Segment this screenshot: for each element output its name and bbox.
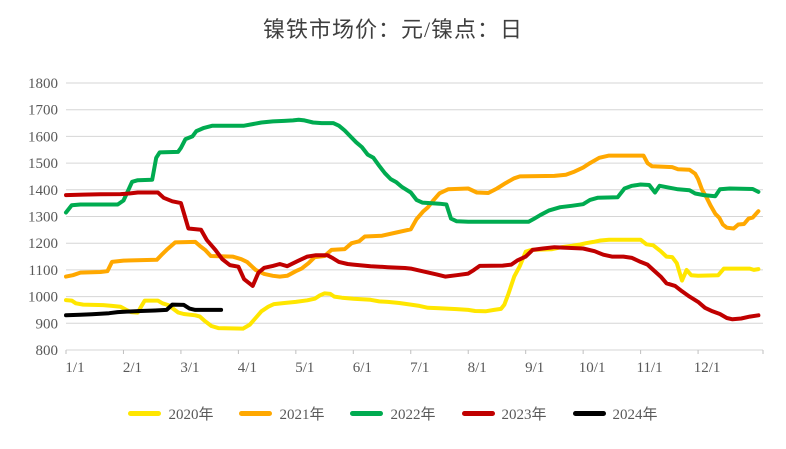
legend-label-2022: 2022年 xyxy=(390,407,436,423)
legend-item-2021: 2021年 xyxy=(239,403,324,424)
x-axis-label-7/1: 7/1 xyxy=(410,360,429,376)
x-axis-label-10/1: 10/1 xyxy=(579,360,606,376)
legend-item-2022: 2022年 xyxy=(350,403,436,424)
series-line-2022年 xyxy=(64,117,761,224)
x-axis-label-9/1: 9/1 xyxy=(525,360,544,376)
y-axis-label-1400: 1400 xyxy=(28,183,58,199)
x-axis-labels: 1/1 2/1 3/1 4/1 5/1 6/1 7/1 8/1 9/1 10/1 11/1 12/1 xyxy=(65,360,720,376)
legend-swatch-2023 xyxy=(461,411,495,416)
y-axis-label-1100: 1100 xyxy=(29,263,58,279)
series-line-2024年 xyxy=(64,302,224,318)
chart-legend: 2020年 2021年 2022年 2023年 2024年 xyxy=(0,403,786,424)
y-axis-label-800: 800 xyxy=(36,343,59,359)
series-line-2023年 xyxy=(64,190,761,322)
legend-swatch-2024 xyxy=(572,411,606,416)
y-axis-label-1500: 1500 xyxy=(28,156,58,172)
legend-label-2020: 2020年 xyxy=(168,407,214,423)
legend-label-2021: 2021年 xyxy=(279,407,325,423)
x-axis-label-2/1: 2/1 xyxy=(123,360,142,376)
x-axis-label-6/1: 6/1 xyxy=(353,360,372,376)
legend-item-2024: 2024年 xyxy=(572,403,658,424)
x-axis-label-4/1: 4/1 xyxy=(238,360,257,376)
legend-swatch-2022 xyxy=(350,411,384,416)
y-axis-label-1000: 1000 xyxy=(28,290,58,306)
data-series-lines xyxy=(64,117,761,331)
y-axis-label-1800: 1800 xyxy=(28,76,58,92)
y-axis-label-1300: 1300 xyxy=(28,210,58,226)
gridlines xyxy=(66,82,763,351)
x-axis-label-5/1: 5/1 xyxy=(295,360,314,376)
chart-title: 镍铁市场价：元/镍点：日 xyxy=(262,17,524,42)
y-axis-labels: 1800 1700 1600 1500 1400 1300 1200 1100 1000 900 8… xyxy=(28,76,58,359)
y-axis-label-1200: 1200 xyxy=(28,236,58,252)
y-axis-label-1700: 1700 xyxy=(28,103,58,119)
legend-label-2023: 2023年 xyxy=(501,407,547,423)
x-axis-label-11/1: 11/1 xyxy=(637,360,663,376)
x-axis-label-1/1: 1/1 xyxy=(65,360,84,376)
x-axis-label-8/1: 8/1 xyxy=(468,360,487,376)
legend-item-2020: 2020年 xyxy=(128,403,213,424)
legend-swatch-2020 xyxy=(128,411,162,416)
legend-label-2024: 2024年 xyxy=(612,407,658,423)
axis-ticks xyxy=(65,350,764,354)
series-line-2021年 xyxy=(64,153,761,279)
y-axis-label-1600: 1600 xyxy=(28,129,58,145)
legend-swatch-2021 xyxy=(239,411,273,416)
y-axis-label-900: 900 xyxy=(36,316,59,332)
x-axis-label-3/1: 3/1 xyxy=(180,360,199,376)
x-axis-label-12/1: 12/1 xyxy=(694,360,721,376)
series-line-2020年 xyxy=(64,237,761,331)
legend-item-2023: 2023年 xyxy=(461,403,547,424)
